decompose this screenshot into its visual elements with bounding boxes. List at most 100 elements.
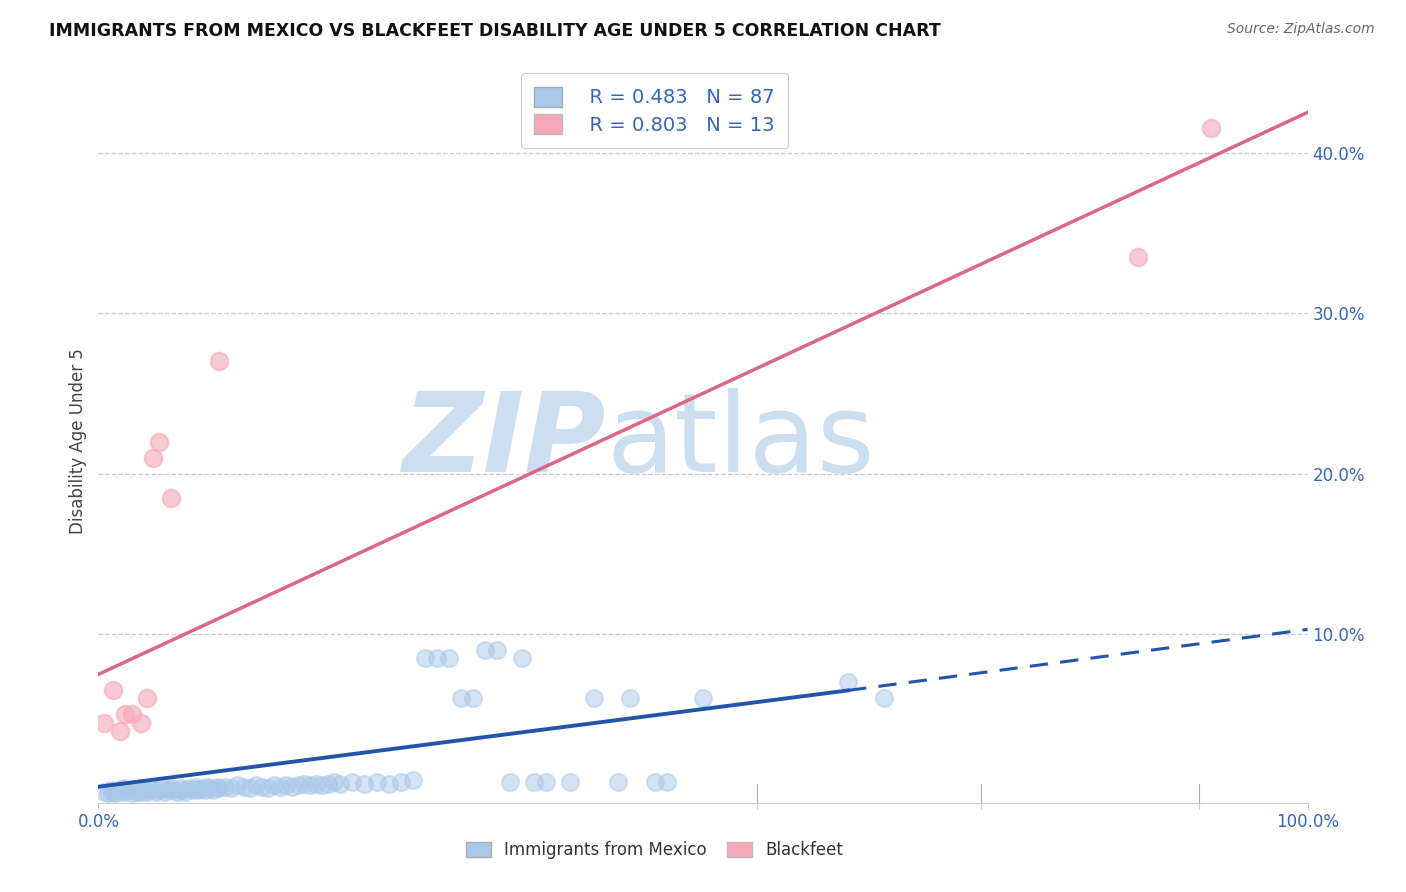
Point <box>121 786 143 800</box>
Point <box>226 778 249 792</box>
Point <box>124 783 146 797</box>
Point <box>413 651 436 665</box>
Point <box>114 707 136 722</box>
Point <box>142 783 165 797</box>
Point <box>329 776 352 790</box>
Point <box>111 781 134 796</box>
Point <box>214 780 236 794</box>
Point <box>145 784 167 798</box>
Point <box>342 775 364 789</box>
Point <box>121 707 143 722</box>
Point <box>135 784 157 798</box>
Point <box>287 778 309 792</box>
Point <box>195 780 218 794</box>
Point <box>305 776 328 790</box>
Point <box>353 776 375 790</box>
Point <box>692 691 714 706</box>
Point <box>245 778 267 792</box>
Point <box>583 691 606 706</box>
Point <box>256 781 278 796</box>
Point <box>108 784 131 798</box>
Point <box>142 450 165 465</box>
Point <box>523 775 546 789</box>
Point <box>323 775 346 789</box>
Point <box>474 643 496 657</box>
Point <box>366 775 388 789</box>
Point <box>250 780 273 794</box>
Point <box>148 783 170 797</box>
Point <box>873 691 896 706</box>
Point <box>148 434 170 449</box>
Point <box>150 781 173 796</box>
Point <box>644 775 666 789</box>
Point <box>172 783 194 797</box>
Point <box>205 780 228 794</box>
Point <box>534 775 557 789</box>
Point <box>101 683 124 698</box>
Text: IMMIGRANTS FROM MEXICO VS BLACKFEET DISABILITY AGE UNDER 5 CORRELATION CHART: IMMIGRANTS FROM MEXICO VS BLACKFEET DISA… <box>49 22 941 40</box>
Point <box>1128 250 1150 264</box>
Point <box>607 775 630 789</box>
Point <box>510 651 533 665</box>
Legend: Immigrants from Mexico, Blackfeet: Immigrants from Mexico, Blackfeet <box>465 841 844 860</box>
Point <box>274 778 297 792</box>
Point <box>198 781 221 796</box>
Y-axis label: Disability Age Under 5: Disability Age Under 5 <box>69 349 87 534</box>
Point <box>108 723 131 738</box>
Point <box>181 783 204 797</box>
Point <box>128 781 150 796</box>
Point <box>104 786 127 800</box>
Point <box>498 775 520 789</box>
Point <box>190 781 212 796</box>
Point <box>263 778 285 792</box>
Point <box>93 784 115 798</box>
Point <box>166 784 188 798</box>
Point <box>134 783 156 797</box>
Point <box>118 783 141 797</box>
Point <box>292 776 315 790</box>
Point <box>114 784 136 798</box>
Point <box>208 781 231 796</box>
Point <box>463 691 485 706</box>
Point <box>160 491 183 505</box>
Point <box>194 783 217 797</box>
Point <box>107 783 129 797</box>
Point <box>101 784 124 798</box>
Point <box>239 781 262 796</box>
Point <box>138 781 160 796</box>
Point <box>221 781 243 796</box>
Point <box>1199 121 1222 136</box>
Point <box>187 783 209 797</box>
Point <box>97 786 120 800</box>
Point <box>437 651 460 665</box>
Point <box>558 775 581 789</box>
Point <box>426 651 449 665</box>
Point <box>184 780 207 794</box>
Text: Source: ZipAtlas.com: Source: ZipAtlas.com <box>1227 22 1375 37</box>
Point <box>377 776 399 790</box>
Point <box>389 775 412 789</box>
Point <box>299 778 322 792</box>
Point <box>202 783 225 797</box>
Point <box>135 691 157 706</box>
Point <box>281 780 304 794</box>
Point <box>93 715 115 730</box>
Point <box>655 775 678 789</box>
Point <box>100 783 122 797</box>
Point <box>127 784 149 798</box>
Point <box>131 784 153 798</box>
Point <box>174 784 197 798</box>
Point <box>160 781 183 796</box>
Text: atlas: atlas <box>606 388 875 495</box>
Point <box>179 781 201 796</box>
Point <box>232 780 254 794</box>
Point <box>316 776 339 790</box>
Point <box>837 675 859 690</box>
Point <box>486 643 509 657</box>
Point <box>157 783 180 797</box>
Point <box>129 715 152 730</box>
Point <box>162 783 184 797</box>
Point <box>619 691 641 706</box>
Point <box>311 778 333 792</box>
Point <box>153 784 176 798</box>
